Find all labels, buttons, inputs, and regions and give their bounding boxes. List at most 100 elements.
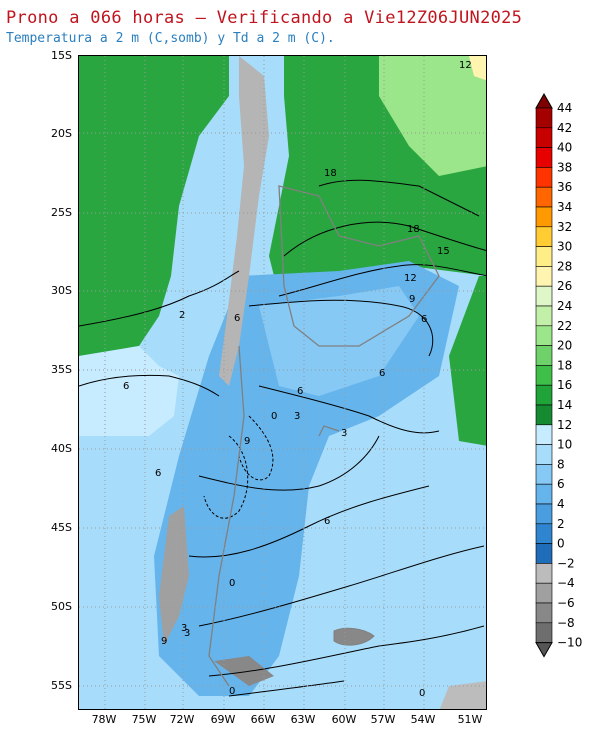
lat-label: 45S [51,521,72,534]
colorbar-label: 20 [557,339,572,353]
contour-label: 6 [379,368,385,379]
contour-label: 6 [421,314,427,325]
malvinas-islands [333,627,375,646]
pacific-mild-band [79,346,179,436]
colorbar-label: 16 [557,378,572,392]
colorbar-swatch [535,503,553,525]
contour-label-group: 12 18 18 15 12 9 6 6 6 3 0 9 3 6 6 6 3 0… [123,60,472,699]
border-line [318,425,340,437]
contour-label: 6 [123,381,129,392]
contour-label: 15 [437,246,450,257]
central-mild-region [259,286,419,396]
chart-subtitle: Temperatura a 2 m (C,somb) y Td a 2 m (C… [6,31,335,46]
colorbar-swatch [535,285,553,307]
colorbar-label: 28 [557,259,572,273]
colorbar-label: −10 [557,636,582,650]
colorbar-label: 8 [557,457,565,471]
contour-line [79,374,220,397]
lon-label: 72W [169,713,195,726]
lon-label: 63W [290,713,316,726]
lon-label: 66W [250,713,276,726]
colorbar-label: −8 [557,616,575,630]
lon-label: 57W [370,713,396,726]
lon-label: 51W [457,713,483,726]
contour-label: 3 [181,623,187,634]
grid-lines [79,56,486,709]
colorbar-label: 24 [557,299,572,313]
andes-north-gray [219,56,269,386]
colorbar-label: 38 [557,160,572,174]
contour-label: 9 [161,636,167,647]
contour-label: 3 [341,428,347,439]
colorbar-swatch [535,543,553,564]
colorbar-swatch [535,582,553,604]
colorbar-label: 36 [557,180,572,194]
colorbar-swatch [535,444,553,465]
contour-label: 9 [409,294,415,305]
colorbar-label: 34 [557,200,572,214]
dashed-contour [238,415,274,481]
contour-label: 2 [179,310,185,321]
pacific-warm-region [79,56,229,356]
colorbar-swatch [535,147,553,168]
tierra-del-fuego-gray [214,656,274,686]
colorbar-swatch [535,483,553,505]
lat-label: 15S [51,49,72,62]
colorbar-label: −6 [557,596,575,610]
colorbar-label: 42 [557,121,572,135]
colorbar-label: 6 [557,477,565,491]
contour-label: 9 [244,436,250,447]
colorbar-swatch [535,464,553,485]
contour-line [188,485,430,558]
colorbar-swatch [535,365,553,386]
colorbar-label: 12 [557,418,572,432]
contour-label: 6 [155,468,161,479]
colorbar-swatch [535,127,553,148]
colorbar-label: 18 [557,358,572,372]
colorbar-swatch [535,424,553,445]
colorbar-bottom-arrow [535,642,553,658]
colorbar-label: 10 [557,438,572,452]
contour-line [208,625,485,677]
colorbar-label: 44 [557,101,572,115]
contour-label: 0 [229,578,235,589]
brazil-warmer-region [379,56,486,176]
lat-label: 25S [51,206,72,219]
contour-line [283,221,486,257]
lon-label: 69W [210,713,236,726]
lon-label: 75W [131,713,157,726]
lon-label: 78W [91,713,117,726]
colorbar-label: −4 [557,576,575,590]
colorbar-label: 2 [557,517,565,531]
contour-label: 0 [419,688,425,699]
contour-label: 6 [324,516,330,527]
colorbar-label: 4 [557,497,565,511]
colorbar-swatch [535,186,553,208]
colorbar-label: −2 [557,556,575,570]
colorbar-swatch [535,563,553,584]
colorbar-swatch [535,384,553,406]
colorbar-swatch [535,266,553,287]
colorbar-swatch [535,602,553,624]
colorbar-label: 0 [557,537,565,551]
lat-label: 50S [51,600,72,613]
southeast-cold-corner [439,681,486,709]
lat-label: 55S [51,679,72,692]
colorbar-label: 22 [557,319,572,333]
colorbar-swatch [535,325,553,346]
contour-label: 18 [324,168,337,179]
contour-label: 18 [407,224,420,235]
colorbar-swatch [535,622,553,643]
colorbar-label: 26 [557,279,572,293]
contour-line [198,545,485,627]
contour-label: 0 [271,411,277,422]
hot-corner [469,56,486,81]
colorbar-swatch [535,345,553,366]
contour-label: 3 [184,628,190,639]
contour-label: 12 [404,273,417,284]
contour-line [79,270,240,327]
chart-title: Prono a 066 horas — Verificando a Vie12Z… [6,8,523,28]
contour-line [318,179,480,217]
contour-line [198,435,380,491]
lat-label: 35S [51,363,72,376]
